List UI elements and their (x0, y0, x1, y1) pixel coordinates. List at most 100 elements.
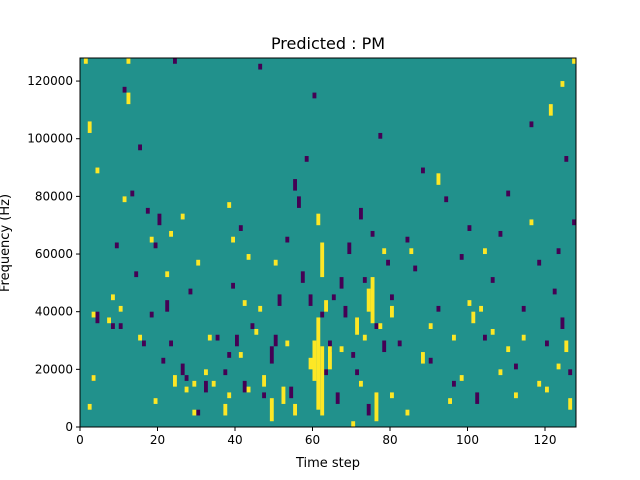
low-cell (521, 305, 526, 312)
y-tick-label: 60000 (35, 247, 73, 261)
low-cell (122, 86, 127, 93)
low-cell (273, 334, 278, 347)
x-tick-label: 120 (534, 433, 557, 447)
high-cell (514, 392, 518, 399)
low-cell (572, 219, 576, 226)
high-cell (227, 202, 232, 208)
low-cell (300, 271, 305, 283)
low-cell (304, 156, 309, 162)
low-cell (242, 380, 247, 393)
high-cell (452, 334, 456, 341)
high-cell (227, 392, 232, 399)
low-cell (223, 369, 228, 376)
low-cell (153, 242, 158, 249)
low-cell (475, 392, 480, 404)
low-cell (490, 277, 495, 283)
high-cell (269, 398, 274, 422)
high-cell (91, 311, 96, 318)
high-cell (483, 248, 487, 255)
plot-frame (79, 57, 577, 428)
high-cell (285, 340, 290, 347)
high-cell (324, 300, 328, 312)
high-cell (262, 375, 266, 387)
x-tick-label: 0 (76, 433, 84, 447)
high-cell (95, 167, 100, 174)
y-tick-label: 20000 (35, 362, 73, 376)
low-cell (227, 352, 232, 358)
low-cell (196, 409, 201, 416)
low-cell (366, 403, 371, 416)
low-cell (359, 207, 363, 220)
x-axis: 0 20 40 60 80 100 120 (76, 427, 556, 447)
high-cell (548, 104, 553, 116)
high-cell (479, 305, 483, 312)
high-cell (506, 346, 511, 353)
high-cell (153, 398, 158, 404)
high-cell (374, 392, 379, 422)
high-cell (258, 305, 263, 312)
high-cell (320, 242, 325, 278)
low-cell (289, 386, 294, 399)
low-cell (180, 363, 185, 376)
high-cell (366, 288, 371, 312)
y-tick-label: 40000 (35, 305, 73, 319)
low-cell (293, 179, 297, 191)
low-cell (374, 323, 379, 329)
high-cell (316, 317, 321, 410)
high-cell (355, 317, 359, 335)
y-tick-label: 120000 (27, 74, 73, 88)
high-cell (421, 352, 425, 364)
low-cell (258, 63, 263, 70)
high-cell (390, 305, 394, 318)
high-cell (467, 300, 472, 306)
low-cell (564, 156, 569, 162)
high-cell (246, 386, 251, 393)
high-cell (231, 236, 235, 243)
low-cell (161, 357, 166, 364)
low-cell (390, 294, 394, 301)
high-cell (529, 219, 534, 226)
high-cell (126, 58, 131, 64)
high-cell (83, 58, 88, 64)
high-cell (328, 346, 332, 370)
low-cell (308, 294, 313, 306)
high-cell (196, 259, 201, 266)
low-cell (428, 357, 433, 364)
high-cell (192, 409, 197, 416)
low-cell (514, 363, 518, 370)
high-cell (204, 369, 208, 376)
low-cell (173, 58, 177, 64)
high-cell (405, 409, 410, 416)
low-cell (134, 271, 139, 278)
low-cell (231, 282, 235, 289)
high-cell (169, 230, 173, 237)
high-cell (192, 380, 197, 387)
low-cell (370, 230, 375, 237)
high-cell (572, 58, 576, 64)
high-cell (211, 380, 216, 387)
low-cell (157, 213, 162, 226)
high-cell (173, 375, 177, 387)
y-tick-label: 0 (65, 420, 73, 434)
low-cell (277, 294, 282, 306)
high-cell (149, 236, 154, 243)
high-cell (107, 317, 111, 324)
high-cell (293, 403, 297, 416)
high-cell (409, 248, 414, 255)
high-cell (448, 398, 452, 404)
low-cell (537, 259, 542, 266)
high-cell (351, 421, 356, 427)
high-cell (122, 196, 127, 203)
low-cell (362, 277, 367, 283)
low-cell (95, 311, 100, 324)
high-cell (165, 271, 170, 278)
low-cell (335, 392, 340, 404)
low-cell (149, 311, 154, 318)
low-cell (378, 132, 383, 139)
low-cell (421, 167, 425, 174)
plot-area (79, 57, 577, 428)
high-cell (459, 375, 464, 381)
low-cell (568, 369, 573, 376)
low-cell (483, 334, 487, 341)
low-cell (130, 190, 135, 197)
